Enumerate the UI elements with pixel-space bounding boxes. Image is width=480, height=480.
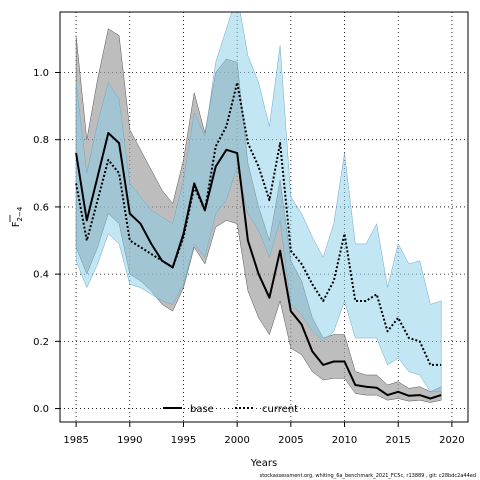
x-tick-label: 2010 [332,435,357,446]
y-tick-label: 1.0 [33,68,49,79]
x-tick-label: 1995 [171,435,196,446]
legend-label-base: base [190,404,214,415]
x-tick-label: 2020 [439,435,464,446]
band-current [75,12,442,393]
y-tick-label: 0.2 [33,337,49,348]
y-tick-label: 0.4 [33,270,49,281]
y-axis-title-main: F [11,221,22,227]
y-tick-label: 0.0 [33,404,49,415]
x-tick-label: 1990 [117,435,142,446]
footer-credit: stockassessment.org, whiting_6a_benchmar… [259,473,476,479]
line-base [75,132,442,400]
y-axis-title-subscript: 2−4 [16,206,24,221]
axes: 1985 1990 1995 2000 2005 2010 2015 2020 0.0 0.2 0.… [33,68,465,446]
y-tick-label: 0.8 [33,135,49,146]
legend-label-current: current [262,404,298,415]
x-tick-label: 2015 [385,435,410,446]
x-tick-label: 2000 [224,435,249,446]
x-axis-title: Years [250,458,277,469]
svg-text:F2−4: F2−4 [11,206,24,227]
legend: base current [163,404,298,415]
x-tick-label: 2005 [278,435,303,446]
plot-frame [59,11,469,423]
confidence-bands [75,12,442,403]
y-axis-title: F2−4 [9,206,24,227]
y-tick-label: 0.6 [33,202,49,213]
x-tick-label: 1985 [63,435,88,446]
series-lines [75,81,442,400]
